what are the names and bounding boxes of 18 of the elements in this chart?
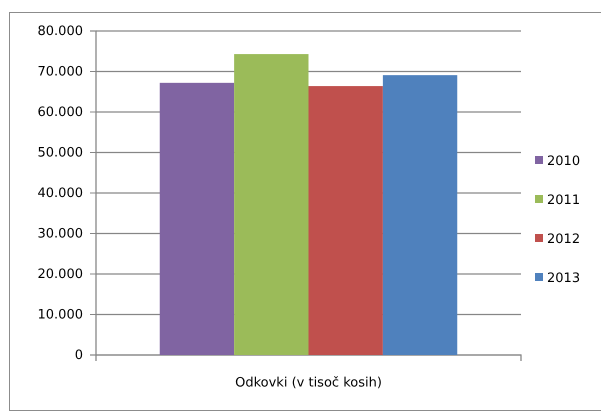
legend-label: 2010 [547,154,580,169]
bar [382,75,458,355]
bar [160,82,234,355]
legend-label: 2011 [547,193,580,208]
legend-label: 2013 [547,271,580,286]
y-tick-label: 30.000 [38,226,83,242]
y-tick-label: 80.000 [38,24,83,40]
y-tick-label: 60.000 [38,105,83,120]
bar [234,54,308,355]
y-tick-label: 70.000 [38,64,83,80]
x-tick-label: Odkovki (v tisoč kosih) [235,376,382,391]
y-tick-label: 0 [74,348,83,364]
y-tick-label: 10.000 [38,308,83,323]
legend-label: 2012 [547,232,580,247]
bar [308,86,383,355]
y-tick-label: 50.000 [38,146,83,161]
y-tick-label: 20.000 [38,267,83,282]
y-tick-label: 40.000 [38,186,83,202]
